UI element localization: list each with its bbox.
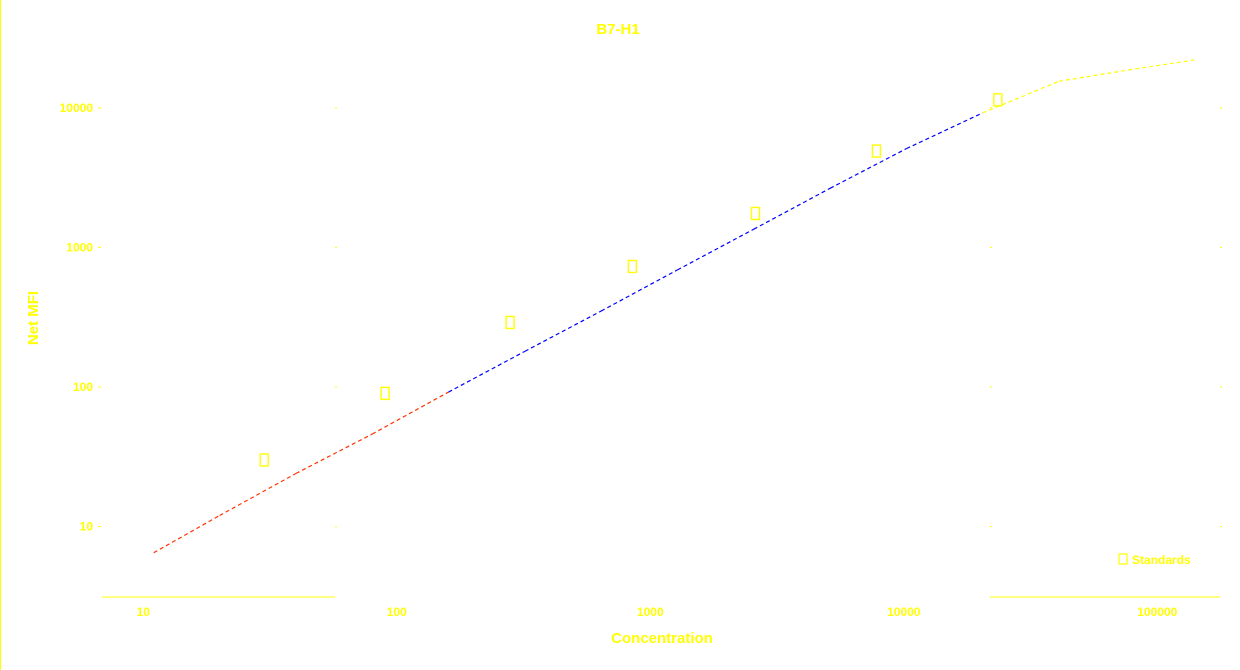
fit-curve-segment-9: [829, 148, 907, 189]
fit-curve-segment-7: [677, 228, 755, 271]
standard-point-2: [380, 386, 390, 401]
standard-point-5: [750, 206, 761, 221]
fit-curve-segment-2: [295, 433, 373, 475]
standard-point-4: [627, 259, 638, 274]
x-tick-label-10000: 10000: [887, 605, 921, 619]
y-tick-label-10000: 10000: [60, 101, 94, 115]
fit-curve-segment-5: [524, 310, 602, 352]
legend-marker-standards: [1118, 553, 1128, 565]
fit-curve-segment-13: [1135, 59, 1195, 70]
standard-point-3: [505, 315, 515, 330]
fit-curve-segment-1: [219, 472, 297, 517]
x-tick-labels: 10 100 1000 10000 100000: [137, 605, 1178, 619]
x-tick-label-1000: 1000: [637, 605, 664, 619]
fit-curve-segment-4: [448, 350, 526, 393]
x-tick-label-100000: 100000: [1137, 605, 1177, 619]
fit-curve-segment-10: [906, 112, 983, 150]
fit-curve-segment-3: [371, 391, 449, 435]
chart-title: B7-H1: [596, 21, 639, 38]
fit-curve-segment-6: [600, 269, 678, 312]
x-axis-label: Concentration: [611, 630, 713, 647]
fit-curve: [153, 59, 1195, 554]
legend-label-standards: Standards: [1132, 553, 1191, 567]
fit-curve-segment-0: [153, 515, 220, 554]
y-tick-label-1000: 1000: [66, 240, 93, 254]
y-tick-label-100: 100: [73, 380, 93, 394]
x-tick-label-100: 100: [387, 605, 407, 619]
y-tick-label-10: 10: [80, 520, 94, 534]
x-tick-label-10: 10: [137, 605, 151, 619]
standards-points: [259, 93, 1003, 467]
legend: Standards: [1118, 553, 1191, 567]
standard-point-7: [993, 93, 1003, 107]
frame-left-border: [0, 0, 1, 670]
y-axis-label: Net MFI: [25, 291, 42, 345]
standard-point-1: [259, 453, 269, 467]
fit-curve-segment-8: [753, 187, 831, 230]
standard-point-6: [871, 144, 882, 158]
fit-curve-segment-12: [1058, 68, 1136, 82]
y-tick-labels: 10 100 1000 10000: [60, 101, 1222, 534]
